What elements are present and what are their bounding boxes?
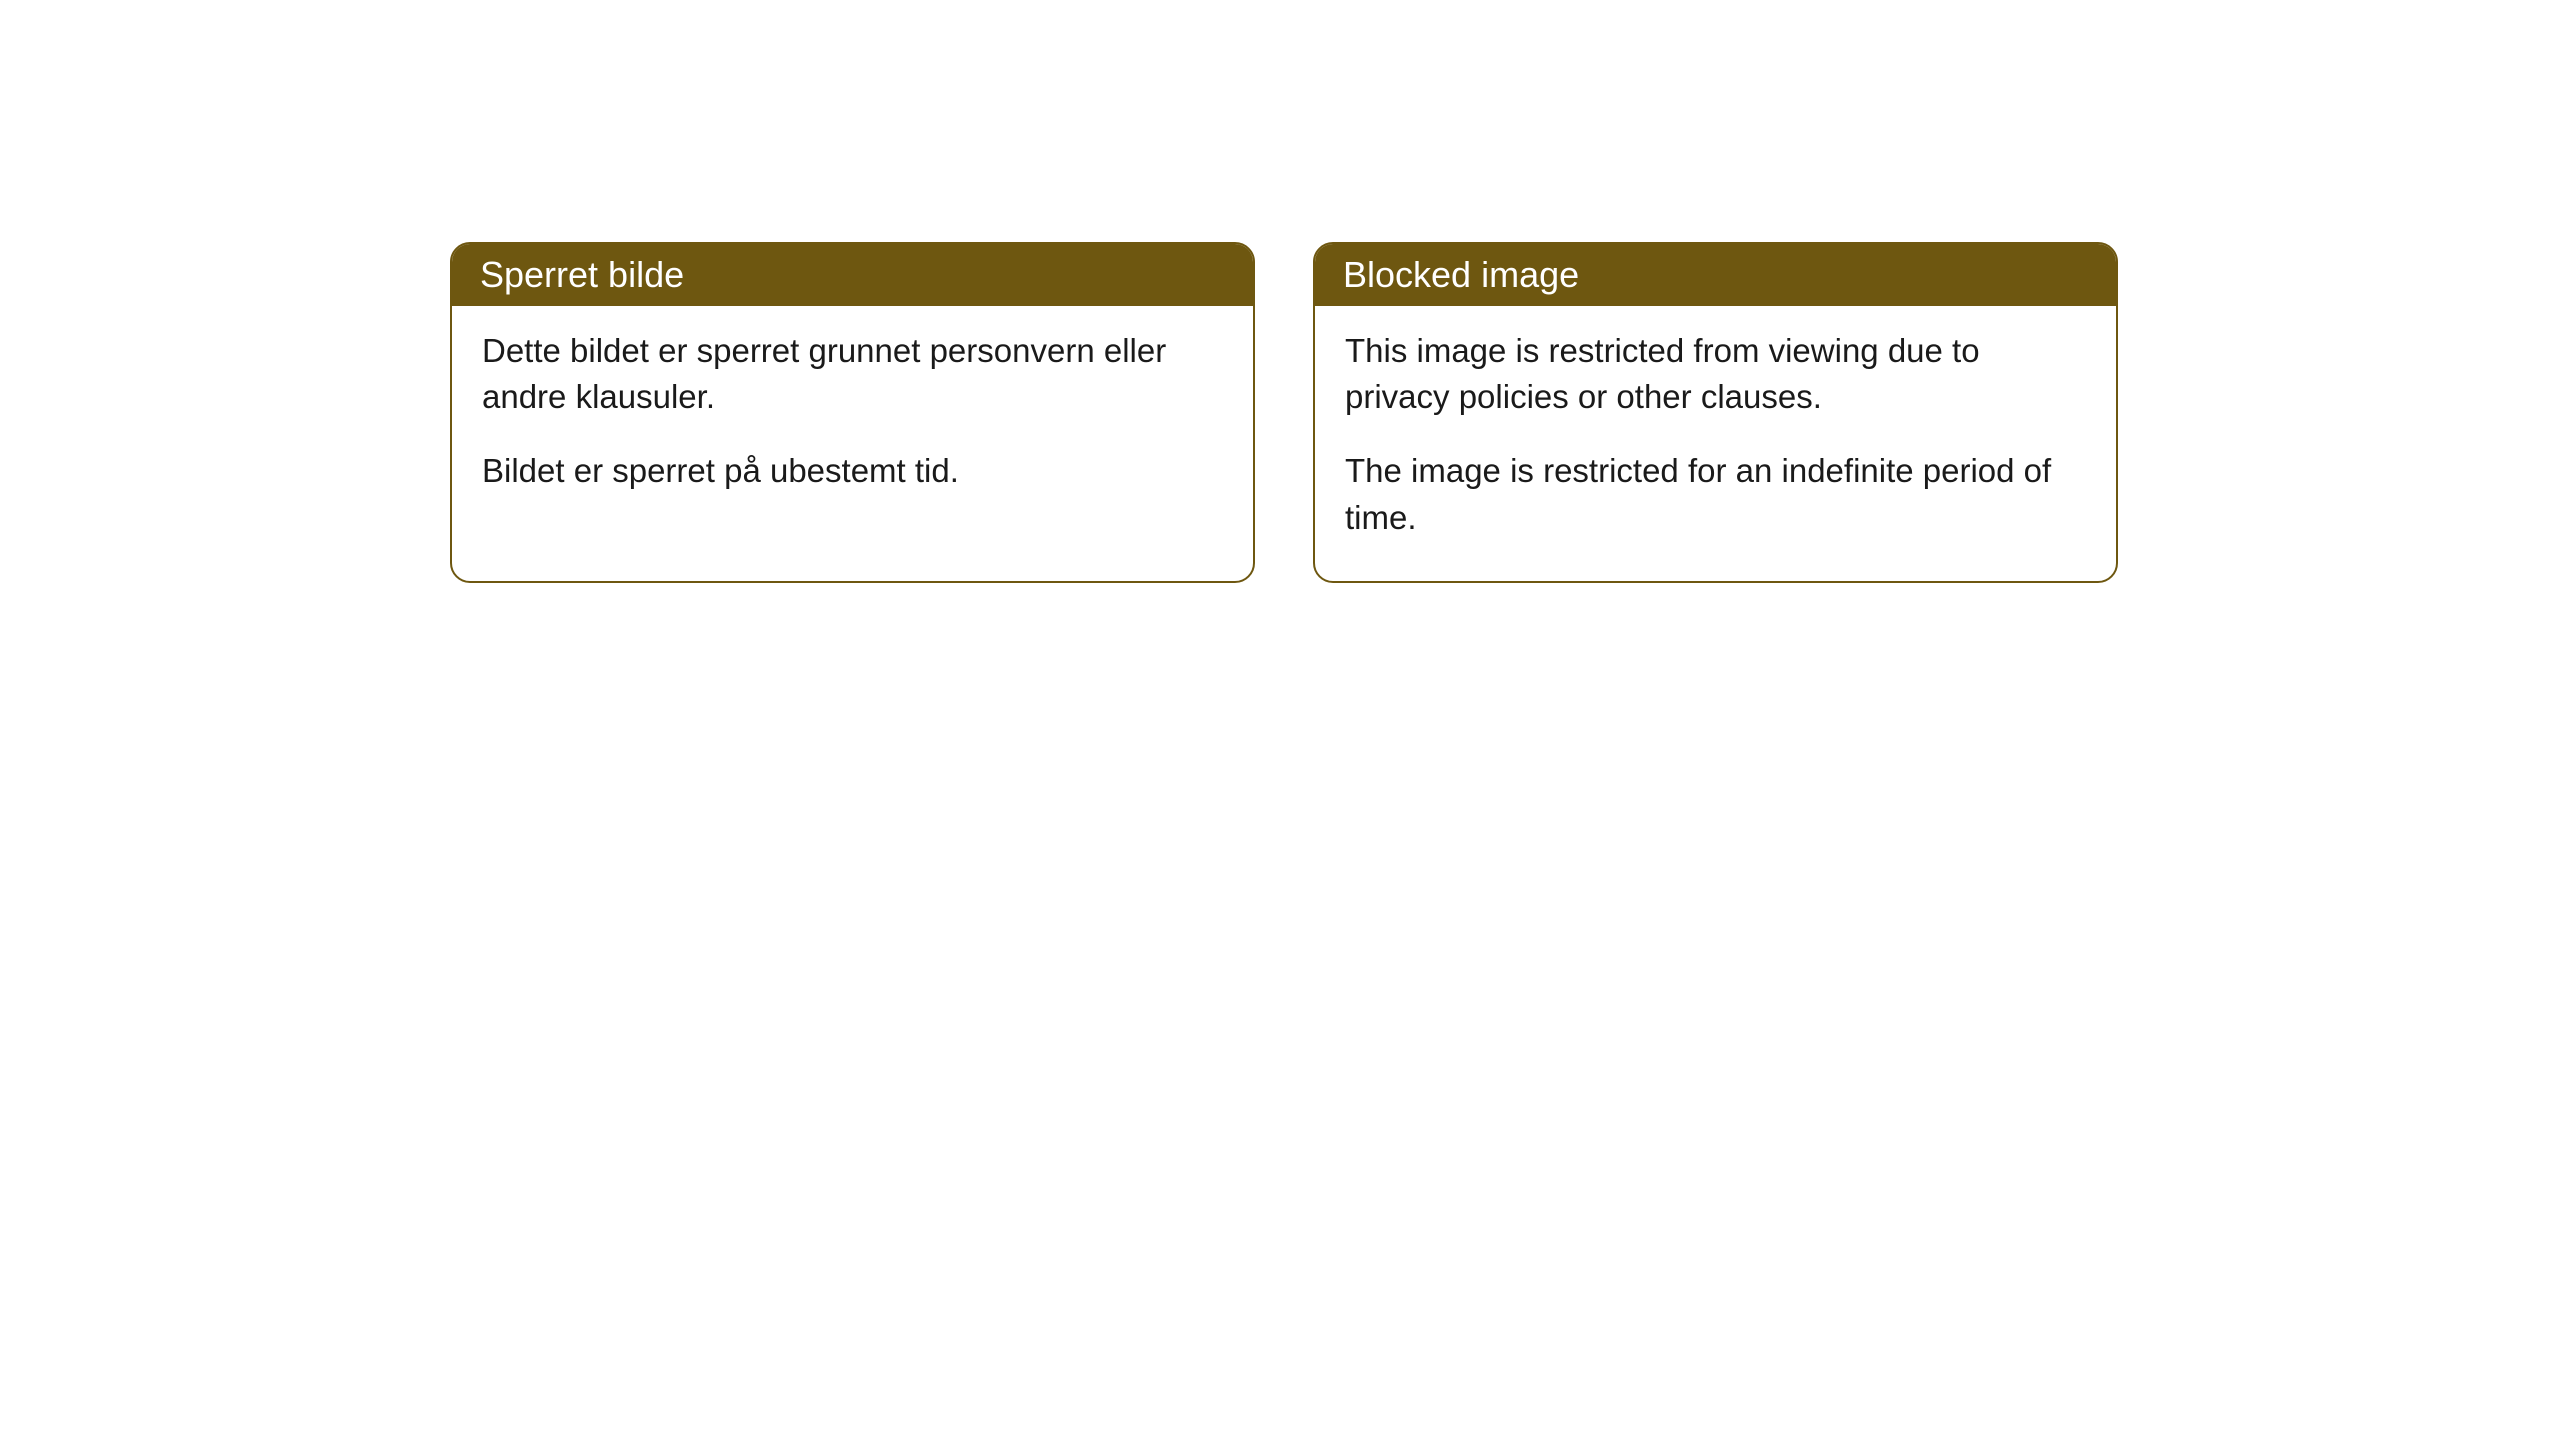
notice-card-english: Blocked image This image is restricted f…: [1313, 242, 2118, 583]
card-header: Blocked image: [1315, 244, 2116, 306]
card-title: Sperret bilde: [480, 254, 684, 295]
card-paragraph: Bildet er sperret på ubestemt tid.: [482, 448, 1223, 494]
card-header: Sperret bilde: [452, 244, 1253, 306]
card-body: Dette bildet er sperret grunnet personve…: [452, 306, 1253, 535]
notice-cards-container: Sperret bilde Dette bildet er sperret gr…: [450, 242, 2118, 583]
card-body: This image is restricted from viewing du…: [1315, 306, 2116, 581]
notice-card-norwegian: Sperret bilde Dette bildet er sperret gr…: [450, 242, 1255, 583]
card-title: Blocked image: [1343, 254, 1579, 295]
card-paragraph: This image is restricted from viewing du…: [1345, 328, 2086, 420]
card-paragraph: Dette bildet er sperret grunnet personve…: [482, 328, 1223, 420]
card-paragraph: The image is restricted for an indefinit…: [1345, 448, 2086, 540]
